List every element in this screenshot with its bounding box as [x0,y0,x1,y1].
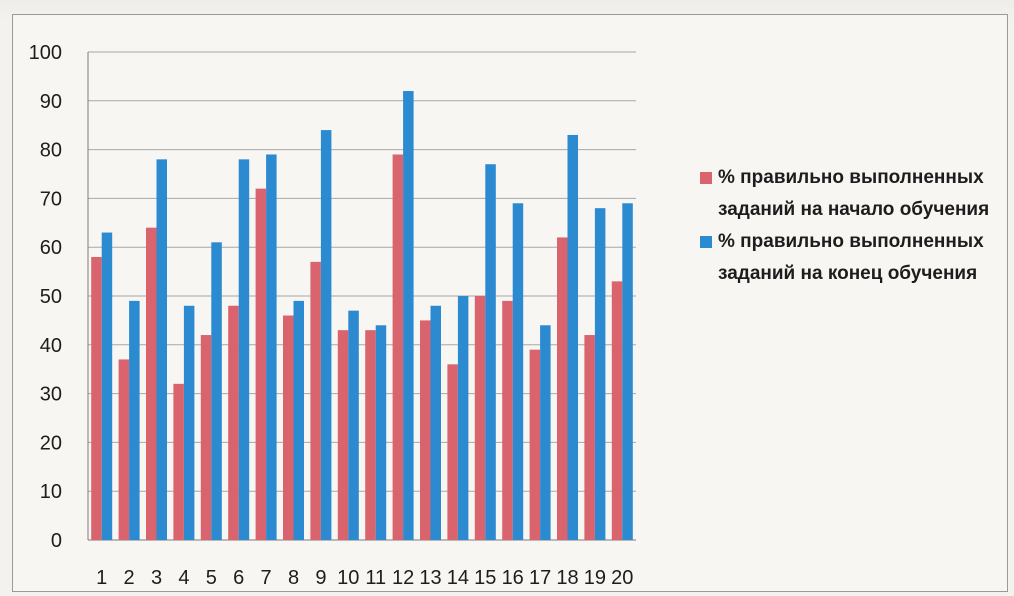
legend-label-start: % правильно выполненных заданий на начал… [718,167,990,220]
x-tick-label: 8 [288,567,299,589]
x-tick-label: 18 [556,567,578,589]
bar-end [485,164,496,541]
bar-end [293,300,304,540]
bar-start [310,261,321,540]
x-tick-label: 17 [529,567,551,589]
bar-end [183,305,195,540]
x-tick-label: 20 [611,567,633,589]
bar-end [403,91,414,540]
bar-start [118,359,130,540]
bar-start [474,296,486,540]
x-tick-label: 7 [261,567,272,589]
bar-start [447,364,458,540]
y-tick-label: 70 [40,188,62,210]
bar-end [567,134,578,540]
bar-start [283,315,294,540]
y-tick-label: 60 [40,237,62,259]
bar-end [266,154,277,541]
bar-end [320,130,332,540]
x-tick-label: 19 [584,567,606,589]
bar-end [540,325,551,540]
y-tick-label: 40 [40,335,62,357]
bar-end [622,203,633,540]
x-axis-tick-labels: 1 2 3 4 5 6 7 8 9 10 11 12 13 14 15 16 17 18 19 20 [96,567,633,589]
x-tick-label: 2 [124,567,135,589]
bar-end [129,300,140,540]
y-tick-label: 20 [40,432,62,454]
y-tick-label: 100 [29,42,62,64]
legend-swatch-end [700,236,712,248]
legend-swatch-start [700,172,712,184]
gridlines [87,51,636,541]
bar-start [502,300,513,540]
x-tick-label: 6 [233,567,244,589]
legend-label-end: % правильно выполненных заданий на конец… [718,231,984,284]
y-tick-label: 10 [40,481,62,503]
bar-start [529,349,541,540]
bar-end [512,203,524,540]
y-tick-label: 80 [40,140,62,162]
bar-start [91,256,102,540]
x-tick-label: 11 [365,567,386,589]
bars [91,91,633,541]
bar-end [457,296,469,540]
bar-start [584,335,595,540]
x-tick-label: 16 [502,567,524,589]
x-tick-label: 3 [151,567,162,589]
legend-entry-start: % правильно выполненных заданий на начал… [690,162,990,226]
bar-start [146,227,157,540]
bar-start [173,383,184,540]
bar-end [348,310,359,540]
x-tick-label: 1 [96,567,107,589]
bar-end [101,232,113,540]
x-tick-label: 9 [315,567,326,589]
bar-start [365,330,376,540]
bar-start [337,330,349,540]
bar-start [611,281,623,540]
x-tick-label: 14 [447,567,469,589]
x-tick-label: 5 [206,567,217,589]
y-tick-label: 0 [51,530,62,552]
bar-end [594,208,606,540]
bar-start [557,237,568,540]
x-tick-label: 13 [419,567,441,589]
x-tick-label: 15 [474,567,496,589]
bar-end [238,159,250,541]
bar-end [156,159,167,541]
x-tick-label: 10 [337,567,359,589]
bar-end [211,242,222,540]
bar-end [430,305,441,540]
bar-start [228,305,239,540]
y-tick-label: 50 [40,286,62,308]
legend-entry-end: % правильно выполненных заданий на конец… [690,226,990,290]
legend: % правильно выполненных заданий на начал… [690,162,990,290]
bar-start [200,335,212,540]
x-tick-label: 12 [392,567,414,589]
y-tick-label: 30 [40,384,62,406]
bar-start [420,320,431,540]
y-tick-label: 90 [40,91,62,113]
x-tick-label: 4 [178,567,189,589]
y-axis-tick-labels: 0 10 20 30 40 50 60 70 80 90 100 [29,42,62,552]
bar-end [375,325,387,540]
bar-start [255,188,267,540]
bar-start [392,154,404,541]
